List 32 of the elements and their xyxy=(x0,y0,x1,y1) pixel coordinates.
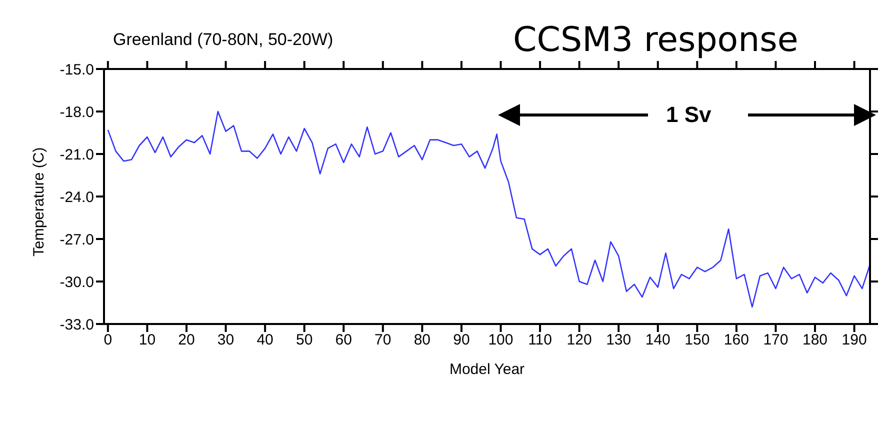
y-tick-label: -33.0 xyxy=(60,316,94,334)
x-tick-label: 120 xyxy=(566,332,592,349)
x-axis-title: Model Year xyxy=(449,361,525,378)
x-tick-label: 30 xyxy=(217,332,234,349)
x-tick-label: 70 xyxy=(374,332,392,349)
chart-subtitle: CCSM3 response xyxy=(513,20,798,60)
x-tick-label: 100 xyxy=(488,332,514,349)
x-tick-label: 160 xyxy=(724,332,749,349)
x-tick-label: 190 xyxy=(842,332,867,349)
x-tick-label: 0 xyxy=(104,332,112,349)
x-tick-label: 180 xyxy=(802,332,828,349)
y-tick-label: -24.0 xyxy=(60,188,94,206)
x-tick-label: 110 xyxy=(528,332,552,349)
y-tick-label: -30.0 xyxy=(60,274,94,291)
y-axis-title: Temperature (C) xyxy=(30,147,48,256)
x-tick-label: 130 xyxy=(606,332,632,349)
x-tick-label: 170 xyxy=(763,332,788,349)
annotation: 1 Sv xyxy=(666,102,712,128)
x-tick-label: 80 xyxy=(414,332,431,349)
y-tick-label: -27.0 xyxy=(60,231,94,248)
x-tick-label: 90 xyxy=(453,332,470,349)
y-tick-label: -15.0 xyxy=(60,61,94,78)
x-tick-label: 60 xyxy=(335,332,352,349)
x-tick-label: 40 xyxy=(256,332,274,349)
x-tick-label: 50 xyxy=(296,332,313,349)
x-tick-label: 20 xyxy=(178,332,195,349)
y-tick-label: -18.0 xyxy=(60,104,94,121)
x-tick-label: 140 xyxy=(645,332,670,349)
y-tick-label: -21.0 xyxy=(60,146,94,164)
x-tick-label: 10 xyxy=(138,332,156,349)
chart-title: Greenland (70-80N, 50-20W) xyxy=(113,30,334,50)
x-tick-label: 150 xyxy=(684,332,710,349)
